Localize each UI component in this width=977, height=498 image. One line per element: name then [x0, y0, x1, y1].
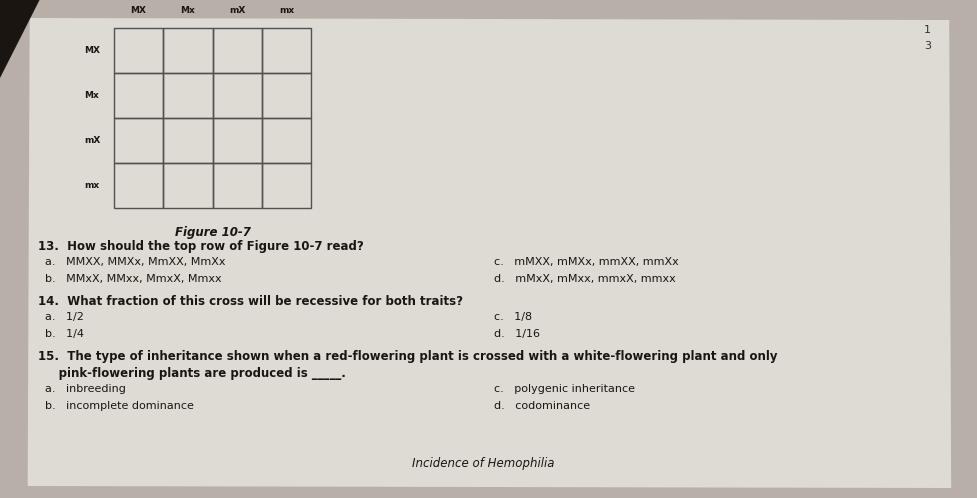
Text: mX: mX — [84, 136, 100, 145]
Text: a.   MMXX, MMXx, MmXX, MmXx: a. MMXX, MMXx, MmXX, MmXx — [46, 257, 226, 267]
Text: c.   mMXX, mMXx, mmXX, mmXx: c. mMXX, mMXx, mmXX, mmXx — [493, 257, 678, 267]
Bar — [113, 28, 163, 73]
Text: d.   1/16: d. 1/16 — [493, 329, 540, 339]
Bar — [262, 28, 311, 73]
Text: d.   codominance: d. codominance — [493, 401, 590, 411]
Bar — [212, 163, 262, 208]
Bar — [212, 118, 262, 163]
Text: b.   1/4: b. 1/4 — [46, 329, 84, 339]
Text: Incidence of Hemophilia: Incidence of Hemophilia — [412, 457, 554, 470]
Text: pink-flowering plants are produced is _____.: pink-flowering plants are produced is __… — [37, 367, 345, 380]
Text: c.   1/8: c. 1/8 — [493, 312, 531, 322]
Bar — [113, 163, 163, 208]
Text: MX: MX — [130, 5, 147, 14]
Text: 1: 1 — [923, 25, 930, 35]
Bar — [163, 73, 212, 118]
Text: Mx: Mx — [181, 5, 195, 14]
Bar — [113, 73, 163, 118]
Text: Mx: Mx — [84, 91, 100, 100]
Text: 13.  How should the top row of Figure 10-7 read?: 13. How should the top row of Figure 10-… — [37, 240, 362, 253]
Text: b.   MMxX, MMxx, MmxX, Mmxx: b. MMxX, MMxx, MmxX, Mmxx — [46, 274, 222, 284]
Text: a.   inbreeding: a. inbreeding — [46, 384, 126, 394]
Bar — [163, 28, 212, 73]
Text: mX: mX — [229, 5, 245, 14]
Text: 14.  What fraction of this cross will be recessive for both traits?: 14. What fraction of this cross will be … — [37, 295, 462, 308]
Bar — [163, 118, 212, 163]
Bar — [262, 118, 311, 163]
Text: d.   mMxX, mMxx, mmxX, mmxx: d. mMxX, mMxx, mmxX, mmxx — [493, 274, 675, 284]
Text: mx: mx — [278, 5, 294, 14]
Bar — [212, 73, 262, 118]
Bar — [262, 73, 311, 118]
Text: mx: mx — [84, 181, 100, 190]
Bar — [262, 163, 311, 208]
Text: MX: MX — [84, 46, 100, 55]
Polygon shape — [27, 18, 951, 488]
Text: c.   polygenic inheritance: c. polygenic inheritance — [493, 384, 635, 394]
Bar — [113, 118, 163, 163]
Text: 15.  The type of inheritance shown when a red-flowering plant is crossed with a : 15. The type of inheritance shown when a… — [37, 350, 777, 363]
Bar — [212, 28, 262, 73]
Text: a.   1/2: a. 1/2 — [46, 312, 84, 322]
Bar — [163, 163, 212, 208]
Text: Figure 10-7: Figure 10-7 — [175, 226, 250, 239]
Text: 3: 3 — [923, 41, 930, 51]
Text: b.   incomplete dominance: b. incomplete dominance — [46, 401, 194, 411]
Polygon shape — [0, 0, 39, 78]
